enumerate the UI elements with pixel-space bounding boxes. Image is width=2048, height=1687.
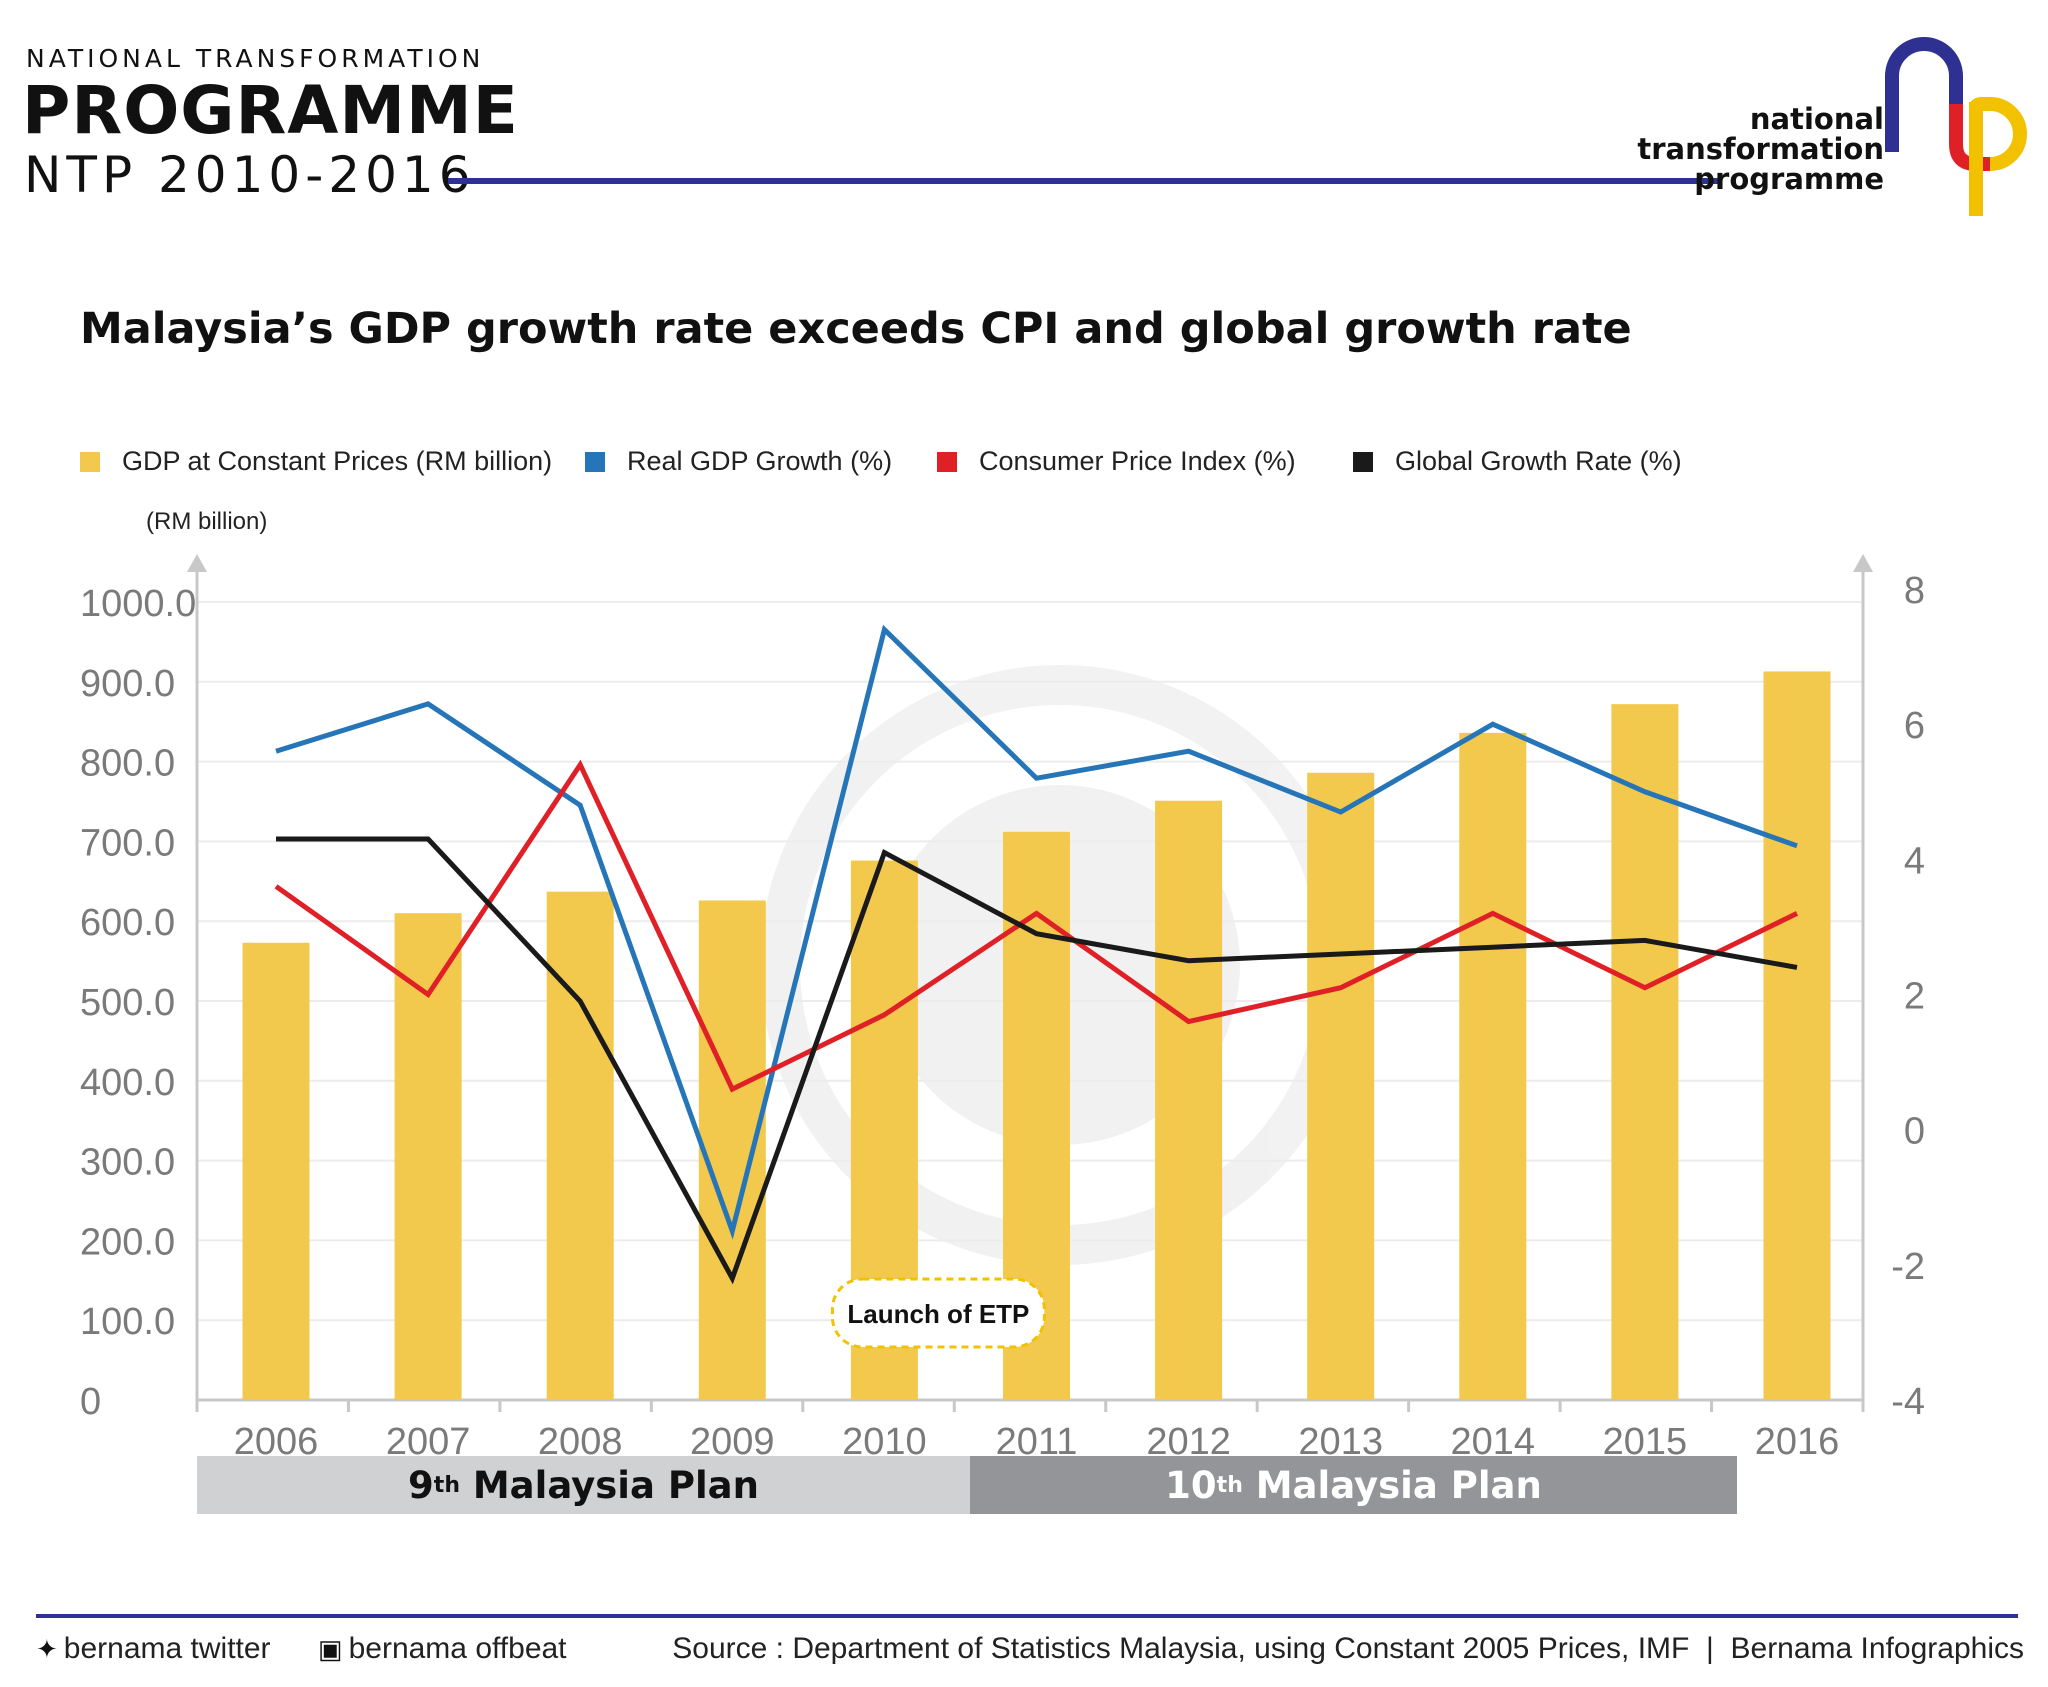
twitter-bird-icon: ✦	[36, 1633, 58, 1664]
left-axis-tick-label: 800.0	[80, 743, 175, 785]
header-main-title: PROGRAMME	[22, 72, 519, 149]
header-subtitle: NTP 2010-2016	[24, 146, 476, 204]
right-axis-tick-label: -4	[1891, 1381, 1925, 1423]
header-top-line: NATIONAL TRANSFORMATION	[26, 44, 485, 73]
gdp-bar-2008	[546, 891, 614, 1400]
legend-item-cpi: Consumer Price Index (%)	[937, 446, 1296, 477]
left-axis-tick-label: 900.0	[80, 663, 175, 705]
gdp-bar-2007	[394, 913, 462, 1400]
left-axis-arrow-icon	[187, 554, 207, 572]
left-axis-tick-label: 200.0	[80, 1221, 175, 1263]
logo-text-line-1: national	[1749, 102, 1884, 136]
gdp-bar-2014	[1459, 732, 1527, 1400]
x-axis-label-2016: 2016	[1755, 1421, 1840, 1463]
footer-twitter[interactable]: ✦ bernama twitter	[36, 1632, 271, 1666]
gdp-bar-2016	[1763, 671, 1831, 1400]
left-axis-tick-label: 300.0	[80, 1142, 175, 1184]
left-axis-tick-label: 600.0	[80, 902, 175, 944]
right-axis-tick-label: 4	[1904, 840, 1925, 882]
series-line-consumer-price-index	[274, 759, 1799, 1093]
left-axis-tick-label: 700.0	[80, 822, 175, 864]
left-axis-tick-label: 100.0	[80, 1301, 175, 1343]
left-axis-tick-label: 0	[80, 1381, 101, 1423]
tenth-plan-number: 10	[1165, 1463, 1217, 1507]
footer-rule	[36, 1614, 2018, 1618]
footer-source: Source : Department of Statistics Malays…	[672, 1632, 2024, 1665]
legend-label-real-gdp-growth: Real GDP Growth (%)	[627, 446, 893, 476]
right-axis-tick-label: 0	[1904, 1111, 1925, 1153]
ninth-plan-number: 9	[408, 1463, 434, 1507]
ninth-plan-text: Malaysia Plan	[459, 1463, 759, 1507]
annotation-box	[830, 1277, 1046, 1349]
logo-text-line-3: programme	[1694, 162, 1884, 196]
legend-label-gdp: GDP at Constant Prices (RM billion)	[122, 446, 553, 476]
chart-title: Malaysia’s GDP growth rate exceeds CPI a…	[80, 304, 1632, 354]
header-rule	[448, 178, 1718, 184]
footer-offbeat[interactable]: ▣ bernama offbeat	[318, 1632, 567, 1666]
ninth-plan-suffix: th	[433, 1472, 460, 1498]
footer-offbeat-label[interactable]: bernama offbeat	[348, 1632, 567, 1665]
logo-text: national transformation programme	[1637, 104, 1884, 194]
legend-swatch-cpi	[937, 451, 957, 472]
right-axis-tick-label: -2	[1891, 1246, 1925, 1288]
tenth-plan-text: Malaysia Plan	[1242, 1463, 1542, 1507]
left-axis-tick-label: 500.0	[80, 982, 175, 1024]
annotation-text: Launch of ETP	[847, 1299, 1029, 1329]
gdp-bar-2013	[1307, 772, 1375, 1400]
left-axis-unit-label: (RM billion)	[146, 508, 268, 535]
gdp-bar-2006	[242, 942, 310, 1400]
legend-swatch-global-growth	[1353, 451, 1373, 472]
legend-item-real-gdp-growth: Real GDP Growth (%)	[585, 446, 892, 477]
left-axis-tick-label: 400.0	[80, 1062, 175, 1104]
gdp-bar-2009	[698, 900, 766, 1400]
right-axis-arrow-icon	[1853, 554, 1873, 572]
facebook-icon: ▣	[318, 1633, 343, 1664]
right-axis-tick-label: 2	[1904, 976, 1925, 1018]
legend-item-global-growth: Global Growth Rate (%)	[1353, 446, 1682, 477]
left-axis-tick-label: 1000.0	[80, 583, 196, 625]
legend-swatch-real-gdp-growth	[585, 451, 605, 472]
legend-label-cpi: Consumer Price Index (%)	[979, 446, 1296, 476]
legend-label-global-growth: Global Growth Rate (%)	[1395, 446, 1682, 476]
footer-twitter-label[interactable]: bernama twitter	[63, 1632, 271, 1665]
tenth-plan-suffix: th	[1216, 1472, 1243, 1498]
gdp-bar-2015	[1611, 704, 1679, 1400]
right-axis-tick-label: 8	[1904, 570, 1925, 612]
legend-item-gdp: GDP at Constant Prices (RM billion)	[80, 446, 552, 477]
series-line-real-gdp-growth	[275, 624, 1798, 1240]
ntp-logo-icon	[1885, 37, 2027, 216]
series-line-global-growth-rate	[276, 836, 1798, 1285]
logo-text-line-2: transformation	[1637, 132, 1884, 166]
right-axis-tick-label: 6	[1904, 705, 1925, 747]
legend-swatch-gdp	[80, 451, 100, 472]
gdp-bar-2012	[1155, 800, 1223, 1400]
